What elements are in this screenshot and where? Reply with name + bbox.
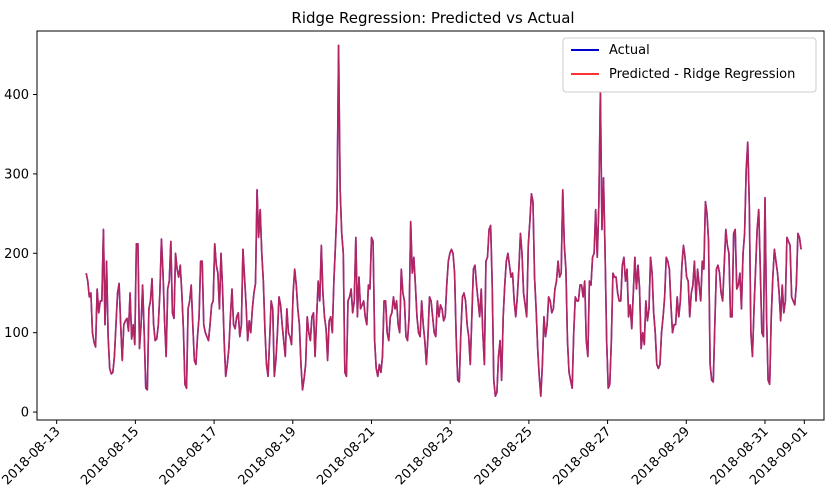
x-tick-label-4: 2018-08-21 <box>314 424 378 488</box>
legend: Actual Predicted - Ridge Regression <box>562 37 817 93</box>
legend-label-predicted: Predicted - Ridge Regression <box>609 67 795 82</box>
series-line-predicted <box>85 44 802 397</box>
x-tick-label-7: 2018-08-27 <box>550 424 614 488</box>
y-tick-label-4: 400 <box>4 88 29 103</box>
x-tick-label-2: 2018-08-17 <box>157 424 221 488</box>
x-tick-label-3: 2018-08-19 <box>236 424 300 488</box>
legend-label-actual: Actual <box>609 43 650 58</box>
x-tick-label-5: 2018-08-23 <box>393 424 457 488</box>
x-tick-label-1: 2018-08-15 <box>78 424 142 488</box>
legend-frame <box>562 37 817 93</box>
y-tick-label-2: 200 <box>4 247 29 262</box>
y-tick-label-3: 300 <box>4 167 29 182</box>
chart-title: Ridge Regression: Predicted vs Actual <box>291 9 574 27</box>
series-layer <box>85 44 802 397</box>
x-tick-label-0: 2018-08-13 <box>0 424 64 488</box>
y-tick-label-0: 0 <box>21 406 29 421</box>
x-tick-label-6: 2018-08-25 <box>472 424 536 488</box>
x-tick-label-8: 2018-08-29 <box>629 424 693 488</box>
y-axis-ticks: 0 100 200 300 400 <box>4 88 37 421</box>
y-tick-label-1: 100 <box>4 326 29 341</box>
x-axis-ticks: 2018-08-13 2018-08-15 2018-08-17 2018-08-19… <box>0 420 811 488</box>
plot-frame <box>36 30 825 421</box>
